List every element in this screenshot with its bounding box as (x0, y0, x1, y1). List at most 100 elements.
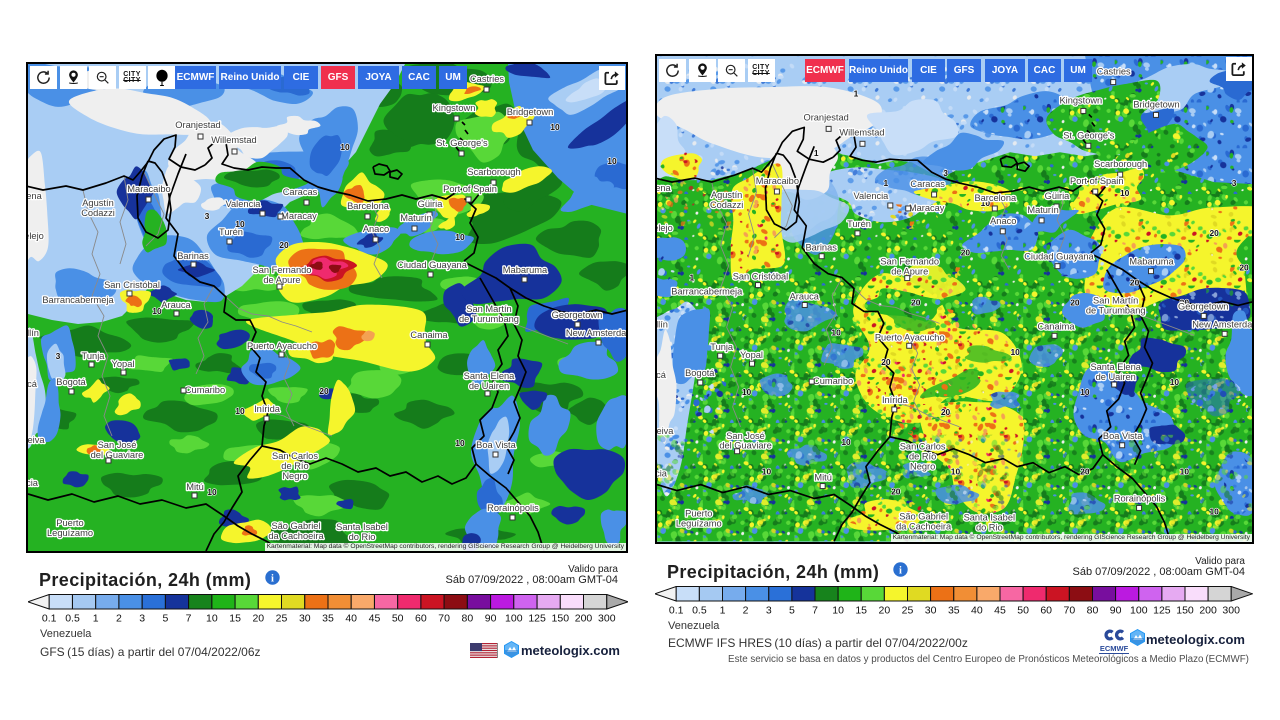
svg-text:eiva: eiva (28, 435, 45, 445)
svg-text:50: 50 (391, 613, 403, 624)
svg-text:elejo: elejo (657, 223, 673, 233)
svg-text:Codazzi: Codazzi (710, 200, 743, 210)
svg-text:Barinas: Barinas (805, 243, 837, 253)
svg-text:10: 10 (235, 406, 245, 416)
svg-text:Tunja: Tunja (82, 351, 106, 361)
svg-text:40: 40 (971, 605, 983, 616)
svg-text:20: 20 (881, 357, 891, 367)
svg-text:5: 5 (162, 613, 168, 624)
svg-text:da Cachoeira: da Cachoeira (268, 531, 324, 541)
svg-text:Barcelona: Barcelona (347, 201, 390, 211)
svg-text:20: 20 (941, 407, 951, 417)
svg-text:20: 20 (1239, 263, 1249, 273)
svg-text:45: 45 (994, 605, 1006, 616)
svg-text:10: 10 (981, 198, 991, 208)
svg-text:Anaco: Anaco (363, 224, 389, 234)
svg-text:do Rio: do Rio (976, 522, 1003, 532)
svg-text:3: 3 (139, 613, 145, 624)
svg-text:da Cachoeira: da Cachoeira (896, 521, 952, 531)
svg-text:25: 25 (902, 605, 914, 616)
svg-text:Castries: Castries (470, 74, 504, 84)
svg-text:20: 20 (1180, 297, 1190, 307)
svg-text:2: 2 (743, 605, 749, 616)
svg-text:35: 35 (322, 613, 334, 624)
svg-text:Ciudad Guayana: Ciudad Guayana (1024, 252, 1094, 262)
svg-text:do Rio: do Rio (349, 532, 376, 542)
svg-text:0.5: 0.5 (65, 613, 80, 624)
svg-text:10: 10 (1180, 467, 1190, 477)
svg-text:10: 10 (1010, 347, 1020, 357)
svg-text:10: 10 (207, 487, 217, 497)
svg-text:San Martín: San Martín (1093, 295, 1138, 305)
svg-text:Bridgetown: Bridgetown (507, 107, 554, 117)
svg-text:10: 10 (1080, 387, 1090, 397)
svg-text:3: 3 (943, 168, 948, 178)
svg-text:ena: ena (28, 191, 43, 201)
svg-text:elejo: elejo (28, 231, 44, 241)
svg-text:Georgetown: Georgetown (552, 310, 603, 320)
svg-text:Anaco: Anaco (990, 216, 1016, 226)
svg-text:60: 60 (1040, 605, 1052, 616)
svg-text:100: 100 (1130, 605, 1148, 616)
svg-text:90: 90 (484, 613, 496, 624)
svg-text:Mitú: Mitú (186, 482, 204, 492)
svg-text:cá: cá (28, 379, 38, 389)
svg-text:St. George's: St. George's (1063, 130, 1114, 140)
svg-text:llín: llín (657, 319, 668, 329)
svg-text:Cumaribo: Cumaribo (185, 385, 225, 395)
svg-text:San Fernando: San Fernando (253, 265, 312, 275)
svg-text:Kingstown: Kingstown (433, 103, 476, 113)
svg-text:Maturín: Maturín (1027, 205, 1058, 215)
svg-text:10: 10 (831, 327, 841, 337)
svg-text:ena: ena (657, 183, 672, 193)
svg-text:20: 20 (319, 386, 329, 396)
svg-text:80: 80 (1087, 605, 1099, 616)
svg-text:10: 10 (340, 142, 350, 152)
svg-text:llín: llín (28, 328, 39, 338)
svg-text:San José: San José (726, 431, 765, 441)
svg-text:Arauca: Arauca (161, 300, 191, 310)
svg-text:Mabaruma: Mabaruma (1129, 257, 1174, 267)
svg-text:20: 20 (1130, 278, 1140, 288)
svg-text:Puerto Ayacucho: Puerto Ayacucho (875, 332, 945, 342)
svg-text:New Amsterdam: New Amsterdam (1192, 319, 1252, 329)
svg-text:San José: San José (98, 440, 137, 450)
svg-text:Maturín: Maturín (400, 213, 432, 223)
svg-text:10: 10 (1170, 377, 1180, 387)
svg-text:50: 50 (1017, 605, 1029, 616)
svg-text:Oranjestad: Oranjestad (804, 112, 849, 122)
svg-text:3: 3 (56, 351, 61, 361)
svg-text:Port of Spain: Port of Spain (1070, 176, 1123, 186)
svg-text:Barrancabermeja: Barrancabermeja (42, 295, 114, 305)
svg-text:cá: cá (657, 370, 667, 380)
svg-text:São Gabriel: São Gabriel (899, 511, 948, 521)
svg-text:Negro: Negro (910, 462, 935, 472)
svg-text:Santa Isabel: Santa Isabel (336, 522, 388, 532)
svg-text:5: 5 (789, 605, 795, 616)
svg-text:Codazzi: Codazzi (81, 208, 115, 218)
svg-text:Caracas: Caracas (283, 187, 318, 197)
svg-text:20: 20 (1070, 297, 1080, 307)
svg-text:Caracas: Caracas (910, 179, 945, 189)
svg-text:San Cristóbal: San Cristóbal (733, 272, 789, 282)
svg-text:1: 1 (92, 613, 98, 624)
svg-text:de Río: de Río (281, 461, 308, 471)
svg-text:30: 30 (925, 605, 937, 616)
svg-text:30: 30 (298, 613, 310, 624)
svg-text:1: 1 (689, 273, 694, 283)
svg-text:10: 10 (206, 613, 218, 624)
svg-text:3: 3 (1232, 178, 1237, 188)
svg-text:San Cristóbal: San Cristóbal (104, 280, 160, 290)
svg-text:10: 10 (455, 232, 465, 242)
svg-text:15: 15 (855, 605, 867, 616)
svg-text:San Carlos: San Carlos (900, 442, 946, 452)
svg-text:Agustín: Agustín (82, 198, 114, 208)
svg-text:Canaima: Canaima (1037, 321, 1075, 331)
svg-text:2: 2 (115, 613, 121, 624)
svg-text:25: 25 (275, 613, 287, 624)
svg-text:Barrancabermeja: Barrancabermeja (671, 287, 743, 297)
svg-text:del Guaviare: del Guaviare (719, 441, 771, 451)
svg-text:200: 200 (574, 613, 592, 624)
svg-text:20: 20 (961, 248, 971, 258)
svg-text:cia: cia (28, 478, 39, 488)
